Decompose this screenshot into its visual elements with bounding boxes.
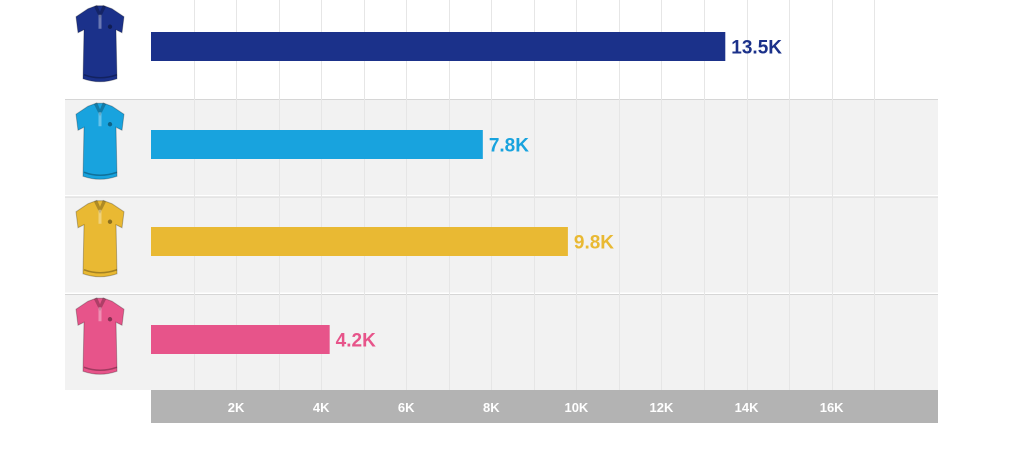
x-tick-label: 2K bbox=[228, 400, 245, 415]
row-bands bbox=[65, 0, 938, 390]
value-label: 9.8K bbox=[574, 233, 614, 254]
grid-lines bbox=[194, 0, 875, 390]
category-icons bbox=[75, 4, 125, 375]
bars bbox=[151, 32, 726, 354]
x-axis: 2K 4K 6K 8K 10K 12K 14K 16K bbox=[151, 390, 938, 423]
x-tick-label: 10K bbox=[564, 400, 588, 415]
bar bbox=[151, 325, 330, 354]
value-label: 13.5K bbox=[731, 38, 782, 59]
x-tick-label: 4K bbox=[313, 400, 330, 415]
x-tick-label: 14K bbox=[735, 400, 759, 415]
x-tick-label: 12K bbox=[650, 400, 674, 415]
x-tick-label: 8K bbox=[483, 400, 500, 415]
bar bbox=[151, 130, 483, 159]
polo-shirt-icon bbox=[75, 199, 125, 278]
x-tick-label: 16K bbox=[820, 400, 844, 415]
axis-band bbox=[151, 390, 938, 423]
polo-shirt-icon bbox=[75, 297, 125, 375]
x-tick-label: 6K bbox=[398, 400, 415, 415]
polo-shirt-icon bbox=[75, 4, 125, 83]
value-labels: 13.5K 7.8K 9.8K 4.2K bbox=[336, 38, 783, 352]
bar bbox=[151, 227, 568, 256]
value-label: 7.8K bbox=[489, 136, 529, 157]
bar bbox=[151, 32, 726, 61]
value-label: 4.2K bbox=[336, 331, 376, 352]
polo-shirt-icon bbox=[75, 102, 125, 180]
